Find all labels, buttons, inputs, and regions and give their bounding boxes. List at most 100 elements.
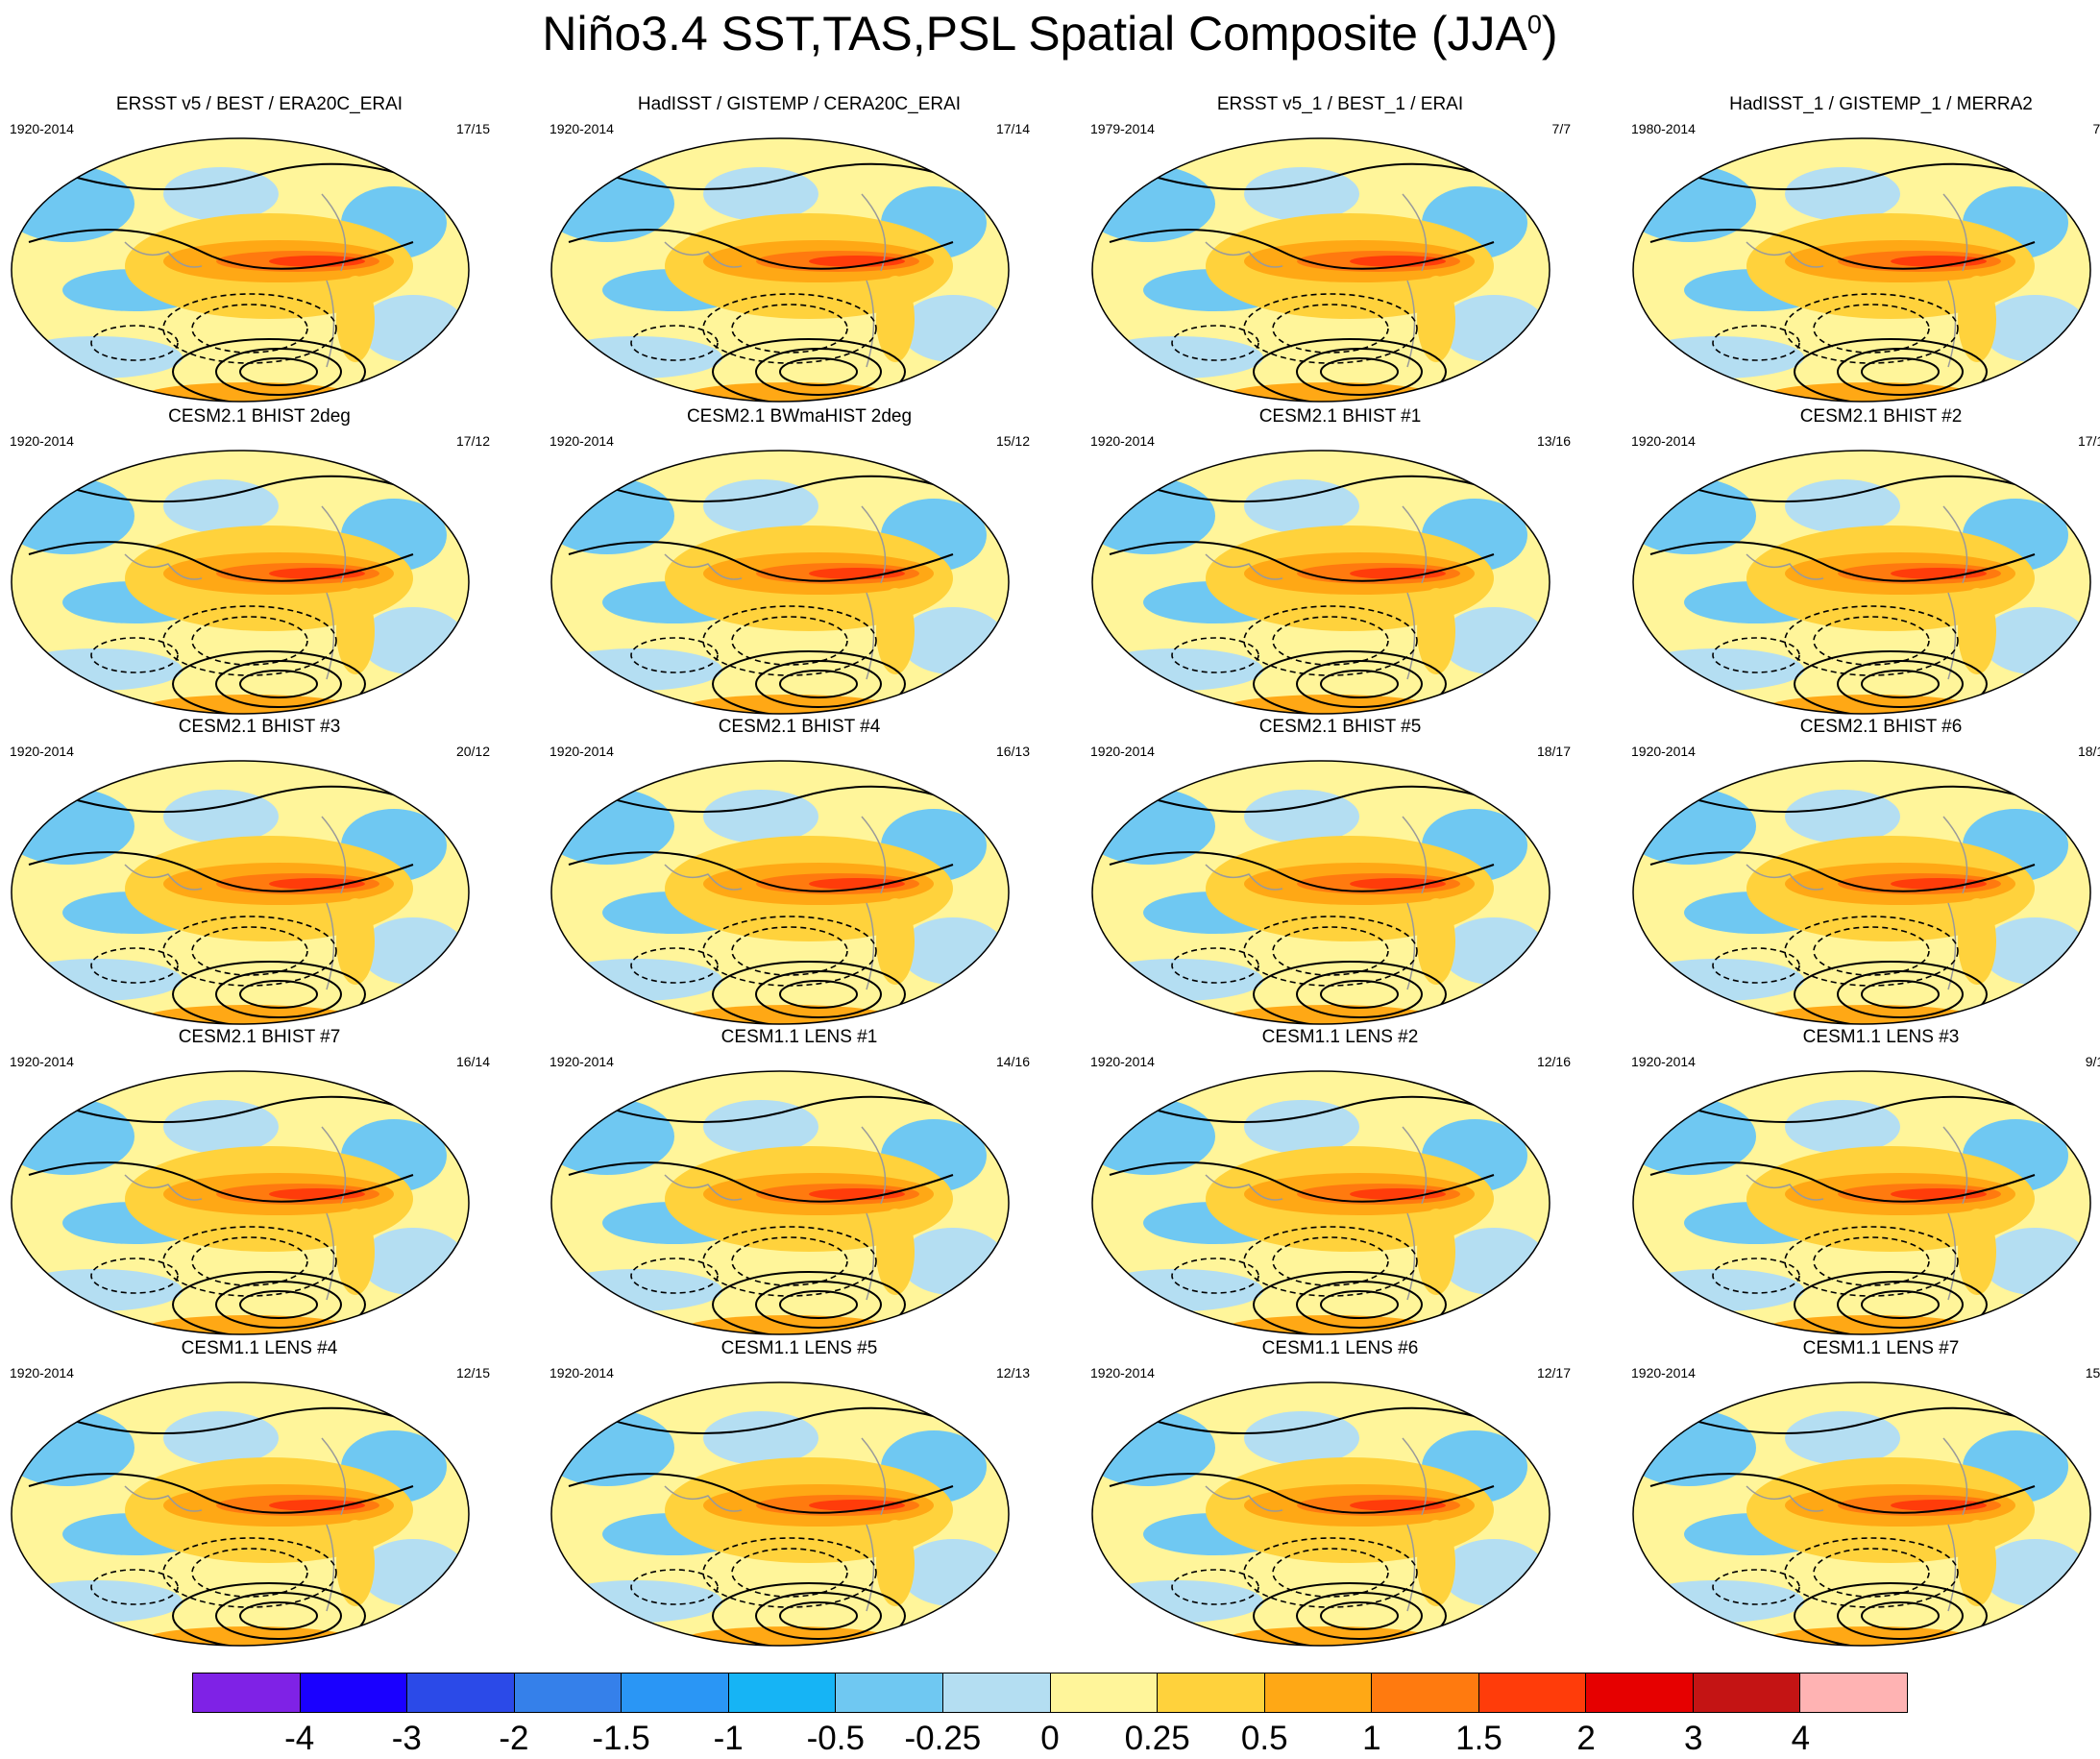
panel-event-count: 7/7 xyxy=(2092,121,2100,136)
panel-title: CESM1.1 LENS #7 xyxy=(1802,1338,1960,1358)
colorbar-swatch xyxy=(1264,1673,1373,1712)
map-panel: CESM2.1 BHIST 2deg 1920-2014 17/12 xyxy=(0,406,519,719)
panel-event-count: 12/15 xyxy=(455,1365,490,1380)
world-map xyxy=(1632,1381,2091,1647)
colorbar-swatch xyxy=(1158,1673,1265,1712)
map-panel: CESM1.1 LENS #5 1920-2014 12/13 xyxy=(540,1338,1059,1650)
colorbar-tick-label: -0.5 xyxy=(806,1720,865,1757)
colorbar-swatch xyxy=(1693,1673,1801,1712)
map-panel: CESM2.1 BHIST #7 1920-2014 16/14 xyxy=(0,1027,519,1339)
map-panel: CESM2.1 BHIST #3 1920-2014 20/12 xyxy=(0,717,519,1029)
panel-years: 1920-2014 xyxy=(10,744,74,759)
panel-years: 1920-2014 xyxy=(10,1365,74,1380)
map-panel: CESM2.1 BHIST #1 1920-2014 13/16 xyxy=(1081,406,1599,719)
panel-years: 1920-2014 xyxy=(1631,1365,1696,1380)
colorbar-swatch xyxy=(1050,1673,1159,1712)
panel-title: CESM2.1 BHIST #6 xyxy=(1799,717,1963,737)
panel-years: 1920-2014 xyxy=(1631,744,1696,759)
panel-title: CESM2.1 BHIST #7 xyxy=(178,1027,341,1047)
panel-years: 1920-2014 xyxy=(1090,1365,1155,1380)
colorbar-tick-label: -1.5 xyxy=(592,1720,650,1757)
world-map xyxy=(11,137,470,403)
map-panel: CESM2.1 BHIST #2 1920-2014 17/17 xyxy=(1622,406,2100,719)
world-map xyxy=(550,450,1010,715)
panel-years: 1920-2014 xyxy=(10,1054,74,1069)
colorbar-swatch xyxy=(514,1673,623,1712)
panel-years: 1920-2014 xyxy=(1631,433,1696,449)
world-map xyxy=(550,1070,1010,1335)
colorbar-swatch xyxy=(836,1673,943,1712)
colorbar-tick-label: 1 xyxy=(1362,1720,1381,1757)
colorbar-tick-labels: -4 -3 -2 -1.5 -1 -0.5 -0.25 0 0.25 0.5 1 1.5 2 3 4 xyxy=(0,1720,2100,1758)
panel-title: HadISST_1 / GISTEMP_1 / MERRA2 xyxy=(1729,94,2033,114)
colorbar-swatch xyxy=(942,1673,1051,1712)
panel-years: 1920-2014 xyxy=(1631,1054,1696,1069)
map-panel: HadISST_1 / GISTEMP_1 / MERRA2 1980-2014 7… xyxy=(1622,94,2100,406)
colorbar-tick-label: 4 xyxy=(1791,1720,1811,1757)
world-map xyxy=(1091,760,1551,1025)
panel-title: CESM1.1 LENS #6 xyxy=(1261,1338,1419,1358)
world-map xyxy=(11,450,470,715)
panel-event-count: 15/12 xyxy=(995,433,1030,449)
world-map xyxy=(1632,760,2091,1025)
panel-years: 1920-2014 xyxy=(1090,433,1155,449)
panel-title: CESM1.1 LENS #1 xyxy=(720,1027,878,1047)
panel-title: CESM1.1 LENS #4 xyxy=(181,1338,338,1358)
map-panel: CESM1.1 LENS #4 1920-2014 12/15 xyxy=(0,1338,519,1650)
colorbar-swatch xyxy=(300,1673,408,1712)
panel-title: CESM1.1 LENS #3 xyxy=(1802,1027,1960,1047)
panel-event-count: 16/13 xyxy=(995,744,1030,759)
panel-title: CESM2.1 BHIST #2 xyxy=(1799,406,1963,427)
panel-event-count: 17/15 xyxy=(455,121,490,136)
world-map xyxy=(1091,450,1551,715)
map-panel: CESM1.1 LENS #3 1920-2014 9/15 xyxy=(1622,1027,2100,1339)
map-panel: CESM2.1 BWmaHIST 2deg 1920-2014 15/12 xyxy=(540,406,1059,719)
panel-title: CESM2.1 BHIST #1 xyxy=(1258,406,1422,427)
colorbar-tick-label: -0.25 xyxy=(904,1720,982,1757)
panel-years: 1920-2014 xyxy=(549,1054,614,1069)
map-panel: ERSST v5_1 / BEST_1 / ERAI 1979-2014 7/7 xyxy=(1081,94,1599,406)
world-map xyxy=(1091,137,1551,403)
colorbar-swatch xyxy=(1372,1673,1479,1712)
panel-title: CESM2.1 BHIST #4 xyxy=(718,717,881,737)
panel-event-count: 18/17 xyxy=(1536,744,1571,759)
panel-years: 1920-2014 xyxy=(549,744,614,759)
panel-years: 1920-2014 xyxy=(549,433,614,449)
panel-title: ERSST v5 / BEST / ERA20C_ERAI xyxy=(115,94,403,114)
map-panel: CESM1.1 LENS #2 1920-2014 12/16 xyxy=(1081,1027,1599,1339)
panel-years: 1920-2014 xyxy=(549,1365,614,1380)
panel-years: 1920-2014 xyxy=(10,433,74,449)
map-panel: ERSST v5 / BEST / ERA20C_ERAI 1920-2014 17… xyxy=(0,94,519,406)
panel-event-count: 15/8 xyxy=(2085,1365,2100,1380)
map-panel: CESM2.1 BHIST #4 1920-2014 16/13 xyxy=(540,717,1059,1029)
colorbar-tick-label: 0 xyxy=(1040,1720,1060,1757)
panel-event-count: 18/16 xyxy=(2077,744,2100,759)
panel-years: 1979-2014 xyxy=(1090,121,1155,136)
panel-event-count: 9/15 xyxy=(2085,1054,2100,1069)
panel-years: 1920-2014 xyxy=(549,121,614,136)
panel-event-count: 12/17 xyxy=(1536,1365,1571,1380)
panel-event-count: 13/16 xyxy=(1536,433,1571,449)
world-map xyxy=(1091,1381,1551,1647)
world-map xyxy=(1632,137,2091,403)
colorbar-tick-label: -1 xyxy=(713,1720,744,1757)
colorbar-tick-label: -4 xyxy=(284,1720,315,1757)
colorbar-tick-label: 0.25 xyxy=(1124,1720,1190,1757)
panel-title: ERSST v5_1 / BEST_1 / ERAI xyxy=(1216,94,1464,114)
panel-years: 1980-2014 xyxy=(1631,121,1696,136)
panel-title: CESM1.1 LENS #5 xyxy=(720,1338,878,1358)
world-map xyxy=(1091,1070,1551,1335)
panel-title: CESM2.1 BHIST #5 xyxy=(1258,717,1422,737)
panel-title: CESM2.1 BHIST 2deg xyxy=(168,406,351,427)
world-map xyxy=(11,1070,470,1335)
colorbar-tick-label: 2 xyxy=(1576,1720,1596,1757)
colorbar-tick-label: -3 xyxy=(391,1720,422,1757)
colorbar-tick-label: 1.5 xyxy=(1455,1720,1502,1757)
world-map xyxy=(1632,450,2091,715)
colorbar-swatch xyxy=(1800,1673,1907,1712)
map-panel: CESM2.1 BHIST #5 1920-2014 18/17 xyxy=(1081,717,1599,1029)
world-map xyxy=(11,760,470,1025)
panel-title: CESM1.1 LENS #2 xyxy=(1261,1027,1419,1047)
colorbar-swatch xyxy=(1586,1673,1694,1712)
